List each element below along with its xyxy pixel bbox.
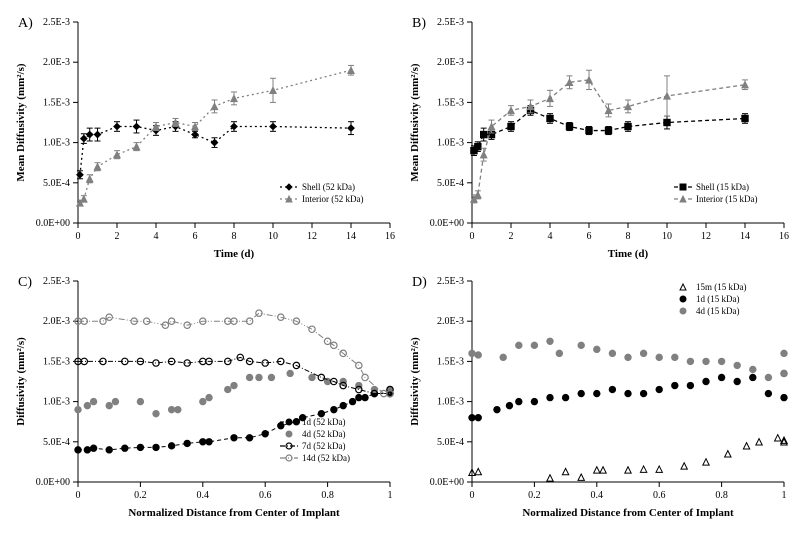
- svg-text:1.5E-3: 1.5E-3: [437, 97, 464, 108]
- svg-text:1d (15 kDa): 1d (15 kDa): [696, 294, 740, 304]
- svg-text:2.0E-3: 2.0E-3: [437, 316, 464, 327]
- svg-text:1: 1: [782, 490, 787, 501]
- chart-a: 0 2 4 6 8 10 12 14 16 0.0E+00 5.0E-4 1.0E-3 1.5E-3 2.…: [10, 10, 400, 263]
- svg-text:8: 8: [232, 231, 237, 242]
- svg-text:5.0E-4: 5.0E-4: [43, 436, 70, 447]
- svg-text:2.0E-3: 2.0E-3: [437, 57, 464, 68]
- svg-text:1.5E-3: 1.5E-3: [437, 356, 464, 367]
- svg-text:5.0E-4: 5.0E-4: [437, 436, 464, 447]
- svg-text:2.0E-3: 2.0E-3: [43, 316, 70, 327]
- svg-text:15m (15 kDa): 15m (15 kDa): [696, 282, 747, 292]
- panel-a: A) 0 2 4 6 8 10 12 14 16 0.0E+00 5.0E-4 1.0E-3 1.5E-…: [10, 10, 400, 265]
- panel-d-label: D): [412, 275, 427, 291]
- panel-b-label: B): [412, 16, 426, 32]
- svg-text:Time (d): Time (d): [214, 248, 255, 260]
- svg-text:0: 0: [470, 231, 475, 242]
- panel-c-label: C): [18, 275, 32, 291]
- svg-text:5.0E-4: 5.0E-4: [437, 178, 464, 189]
- svg-text:6: 6: [193, 231, 198, 242]
- svg-text:7d (52 kDa): 7d (52 kDa): [302, 441, 346, 451]
- svg-text:0.2: 0.2: [134, 490, 147, 501]
- svg-text:0.2: 0.2: [528, 490, 541, 501]
- svg-text:1.0E-3: 1.0E-3: [437, 138, 464, 149]
- svg-text:6: 6: [587, 231, 592, 242]
- svg-text:2.5E-3: 2.5E-3: [437, 276, 464, 287]
- chart-b: 0 2 4 6 8 10 12 14 16 0.0E+00 5.0E-4 1.0E-3 1.5E-3 2.…: [404, 10, 794, 263]
- svg-text:0.6: 0.6: [653, 490, 666, 501]
- svg-text:Interior (15 kDa): Interior (15 kDa): [696, 194, 757, 204]
- svg-text:14: 14: [346, 231, 356, 242]
- svg-text:0.0E+00: 0.0E+00: [36, 477, 70, 488]
- svg-text:1.0E-3: 1.0E-3: [43, 396, 70, 407]
- svg-text:0.6: 0.6: [259, 490, 272, 501]
- svg-text:8: 8: [626, 231, 631, 242]
- svg-text:1: 1: [388, 490, 393, 501]
- svg-text:Diffusivity (mm²/s): Diffusivity (mm²/s): [409, 336, 421, 425]
- svg-text:1.5E-3: 1.5E-3: [43, 97, 70, 108]
- chart-d: 0 0.2 0.4 0.6 0.8 1 0.0E+00 5.0E-4 1.0E-3 1.5E-3 2…: [404, 269, 794, 522]
- panel-d: D) 0 0.2 0.4 0.6 0.8 1 0.0E+00 5.0E-4 1.0E-3 1.5E…: [404, 269, 794, 524]
- svg-text:Normalized Distance from Cente: Normalized Distance from Center of Impla…: [128, 507, 340, 519]
- svg-text:2.5E-3: 2.5E-3: [43, 17, 70, 28]
- svg-text:0.0E+00: 0.0E+00: [430, 477, 464, 488]
- svg-text:10: 10: [268, 231, 278, 242]
- svg-text:0: 0: [76, 490, 81, 501]
- panel-c: C) 0 0.2 0.4 0.6 0.8 1 0.0E+00 5.0E-4 1.0E-3 1.5E…: [10, 269, 400, 524]
- panel-a-label: A): [18, 16, 33, 32]
- svg-text:Shell (15 kDa): Shell (15 kDa): [696, 182, 749, 192]
- svg-text:2: 2: [115, 231, 120, 242]
- svg-text:Mean Diffusivity (mm²/s): Mean Diffusivity (mm²/s): [15, 63, 27, 182]
- svg-text:0.0E+00: 0.0E+00: [36, 218, 70, 229]
- svg-text:Shell (52 kDa): Shell (52 kDa): [302, 182, 355, 192]
- svg-text:Normalized Distance from Cente: Normalized Distance from Center of Impla…: [522, 507, 734, 519]
- svg-text:0: 0: [76, 231, 81, 242]
- svg-text:4: 4: [154, 231, 159, 242]
- svg-text:4d (52 kDa): 4d (52 kDa): [302, 429, 346, 439]
- svg-text:10: 10: [662, 231, 672, 242]
- svg-text:16: 16: [385, 231, 395, 242]
- svg-text:0.0E+00: 0.0E+00: [430, 218, 464, 229]
- panel-b: B) 0 2 4 6 8 10 12 14 16 0.0E+00 5.0E-4 1.0E-3 1.5E-…: [404, 10, 794, 265]
- svg-text:4d (15 kDa): 4d (15 kDa): [696, 306, 740, 316]
- svg-text:0.8: 0.8: [321, 490, 334, 501]
- svg-text:1.0E-3: 1.0E-3: [437, 396, 464, 407]
- svg-text:4: 4: [548, 231, 553, 242]
- svg-text:14d (52 kDa): 14d (52 kDa): [302, 453, 350, 463]
- figure-grid: A) 02468101214160.0E+005.0E-41.0E-31.5E-…: [10, 10, 790, 523]
- svg-text:Diffusivity (mm²/s): Diffusivity (mm²/s): [15, 336, 27, 425]
- svg-text:Time (d): Time (d): [608, 248, 649, 260]
- svg-text:2.5E-3: 2.5E-3: [437, 17, 464, 28]
- svg-text:0: 0: [470, 490, 475, 501]
- chart-c: 0 0.2 0.4 0.6 0.8 1 0.0E+00 5.0E-4 1.0E-3 1.5E-3 2…: [10, 269, 400, 522]
- svg-text:14: 14: [740, 231, 750, 242]
- svg-text:16: 16: [779, 231, 789, 242]
- svg-text:1.5E-3: 1.5E-3: [43, 356, 70, 367]
- svg-text:2.5E-3: 2.5E-3: [43, 276, 70, 287]
- svg-text:Mean Diffusivity (mm²/s): Mean Diffusivity (mm²/s): [409, 63, 421, 182]
- svg-text:12: 12: [307, 231, 317, 242]
- svg-text:2.0E-3: 2.0E-3: [43, 57, 70, 68]
- svg-text:12: 12: [701, 231, 711, 242]
- svg-text:2: 2: [509, 231, 514, 242]
- svg-text:Interior (52 kDa): Interior (52 kDa): [302, 194, 363, 204]
- svg-text:5.0E-4: 5.0E-4: [43, 178, 70, 189]
- svg-text:1d (52 kDa): 1d (52 kDa): [302, 417, 346, 427]
- svg-text:1.0E-3: 1.0E-3: [43, 138, 70, 149]
- svg-text:0.4: 0.4: [591, 490, 604, 501]
- svg-text:0.8: 0.8: [715, 490, 728, 501]
- svg-text:0.4: 0.4: [197, 490, 210, 501]
